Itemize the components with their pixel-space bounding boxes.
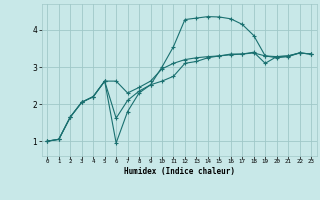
- X-axis label: Humidex (Indice chaleur): Humidex (Indice chaleur): [124, 167, 235, 176]
